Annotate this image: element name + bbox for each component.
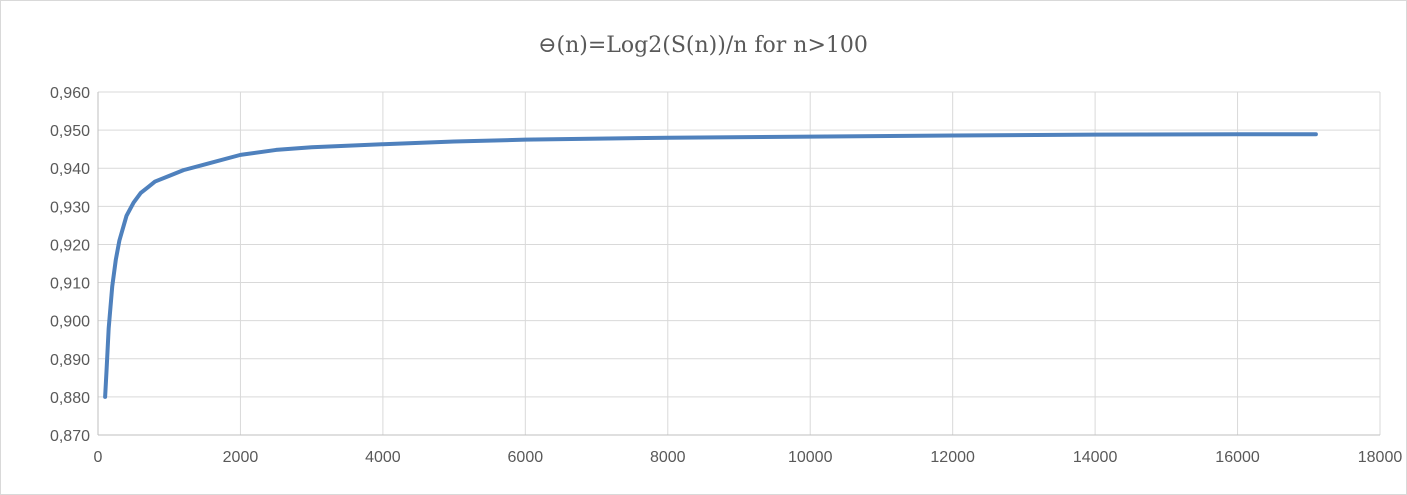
data-point <box>114 258 118 262</box>
x-tick-label: 6000 <box>508 449 544 466</box>
chart-title: ⊖(n)=Log2(S(n))/n for n>100 <box>538 33 868 58</box>
data-point <box>381 142 385 146</box>
data-point <box>203 162 207 166</box>
x-tick-label: 18000 <box>1358 449 1403 466</box>
plot-area <box>103 132 1318 399</box>
y-tick-label: 0,870 <box>50 428 90 445</box>
y-tick-label: 0,920 <box>50 237 90 254</box>
data-point <box>951 133 955 137</box>
y-tick-label: 0,900 <box>50 314 90 331</box>
x-tick-label: 10000 <box>788 449 833 466</box>
y-tick-label: 0,880 <box>50 390 90 407</box>
x-tick-label: 14000 <box>1073 449 1118 466</box>
y-tick-label: 0,930 <box>50 199 90 216</box>
data-point <box>105 368 109 372</box>
data-point <box>110 284 114 288</box>
data-point <box>1314 132 1318 136</box>
y-tick-label: 0,950 <box>50 123 90 140</box>
data-point <box>146 185 150 189</box>
y-tick-label: 0,940 <box>50 161 90 178</box>
x-tick-label: 2000 <box>223 449 259 466</box>
data-point <box>238 153 242 157</box>
data-point <box>167 174 171 178</box>
data-point <box>808 135 812 139</box>
x-axis: 0 2000 4000 6000 8000 10000 12000 14000 16000 180… <box>94 434 1403 466</box>
data-point <box>139 191 143 195</box>
data-point <box>666 136 670 140</box>
data-point <box>124 214 128 218</box>
y-tick-label: 0,910 <box>50 276 90 293</box>
x-tick-label: 8000 <box>650 449 686 466</box>
x-tick-label: 0 <box>94 449 103 466</box>
series-line <box>103 132 1318 399</box>
data-point <box>1093 133 1097 137</box>
data-point <box>274 148 278 152</box>
data-point <box>107 326 111 330</box>
x-tick-label: 12000 <box>930 449 975 466</box>
data-point <box>1236 132 1240 136</box>
x-tick-label: 16000 <box>1215 449 1260 466</box>
gridlines <box>98 91 1381 435</box>
y-tick-label: 0,890 <box>50 352 90 369</box>
y-axis: 0,870 0,880 0,890 0,900 0,910 0,920 0,930 0,940… <box>50 85 99 445</box>
data-point <box>310 145 314 149</box>
data-point <box>117 239 121 243</box>
data-point <box>452 140 456 144</box>
data-point <box>132 201 136 205</box>
data-point <box>523 138 527 142</box>
y-tick-label: 0,960 <box>50 85 90 102</box>
x-tick-label: 4000 <box>365 449 401 466</box>
data-point <box>181 168 185 172</box>
data-point <box>153 180 157 184</box>
data-point <box>103 395 107 399</box>
